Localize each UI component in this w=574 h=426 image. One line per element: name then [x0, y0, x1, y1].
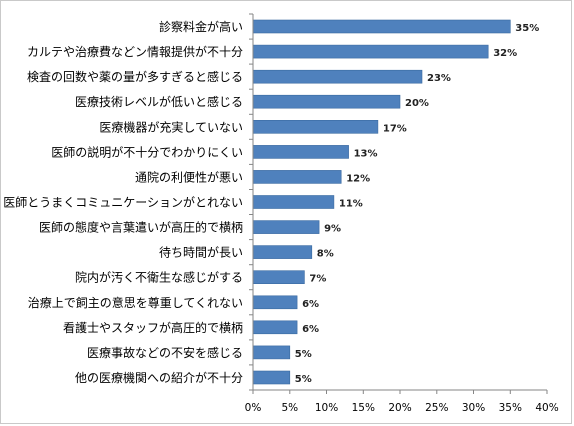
- value-label: 7%: [309, 274, 326, 285]
- bar: [252, 270, 305, 285]
- labels-layer: 診察料金が高い 35% カルテや治療費などン情報提供が不十分 32% 検査の回数や薬の量…: [3, 19, 539, 385]
- category-label: 医師とうまくコミュニケーションがとれない: [3, 195, 243, 210]
- value-label: 12%: [346, 173, 370, 184]
- x-tick-label: 15%: [352, 402, 375, 414]
- x-tick-label: 40%: [535, 402, 558, 414]
- bar: [252, 94, 401, 109]
- bars-layer: [252, 19, 511, 385]
- value-label: 17%: [383, 123, 407, 134]
- value-label: 6%: [302, 299, 319, 310]
- category-label: カルテや治療費などン情報提供が不十分: [27, 44, 243, 59]
- bar: [252, 170, 342, 184]
- bar: [252, 145, 349, 159]
- value-label: 20%: [405, 98, 429, 109]
- value-label: 23%: [427, 73, 451, 84]
- category-label: 検査の回数や薬の量が多すぎると感じる: [27, 69, 243, 84]
- x-tick-label: 0%: [245, 402, 262, 414]
- category-label: 医師の説明が不十分でわかりにくい: [51, 144, 243, 159]
- value-label: 35%: [515, 23, 539, 34]
- category-label: 医療事故などの不安を感じる: [87, 345, 243, 360]
- x-tick-label: 35%: [499, 402, 522, 414]
- bar: [252, 345, 291, 360]
- x-tick-label: 25%: [425, 402, 448, 414]
- value-label: 9%: [324, 224, 341, 235]
- bar: [252, 19, 511, 34]
- value-label: 11%: [339, 199, 363, 210]
- value-label: 6%: [302, 324, 319, 335]
- bar: [252, 195, 335, 209]
- bar: [252, 295, 298, 310]
- category-label: 医療機器が充実していない: [99, 119, 243, 134]
- value-label: 5%: [295, 374, 312, 385]
- category-label: 院内が汚く不衛生な感じがする: [75, 270, 243, 285]
- bar: [252, 220, 320, 234]
- x-tick-label: 30%: [462, 402, 485, 414]
- category-label: 治療上で飼主の意思を尊重してくれない: [28, 295, 243, 310]
- bar: [252, 120, 379, 134]
- value-label: 32%: [493, 48, 517, 59]
- category-label: 診察料金が高い: [159, 19, 243, 34]
- category-label: 他の医療機関への紹介が不十分: [75, 370, 243, 385]
- category-label: 通院の利便性が悪い: [135, 169, 243, 184]
- value-label: 8%: [317, 249, 334, 260]
- value-label: 5%: [295, 349, 312, 360]
- axis-layer: 0% 5% 10% 15% 20% 25% 30% 35% 40%: [245, 13, 559, 414]
- x-tick-label: 10%: [315, 402, 338, 414]
- category-label: 待ち時間が長い: [159, 245, 243, 260]
- value-label: 13%: [354, 148, 378, 159]
- x-tick-label: 20%: [388, 402, 411, 414]
- category-label: 医療技術レベルが低いと感じる: [75, 94, 243, 109]
- bar: [252, 69, 423, 84]
- x-tick-label: 5%: [281, 402, 298, 414]
- bar: [252, 370, 291, 385]
- category-label: 看護士やスタッフが高圧的で横柄: [63, 320, 243, 335]
- bar: [252, 245, 313, 259]
- category-label: 医師の態度や言葉遣いが高圧的で横柄: [39, 220, 243, 235]
- bar: [252, 44, 489, 59]
- bar: [252, 320, 298, 335]
